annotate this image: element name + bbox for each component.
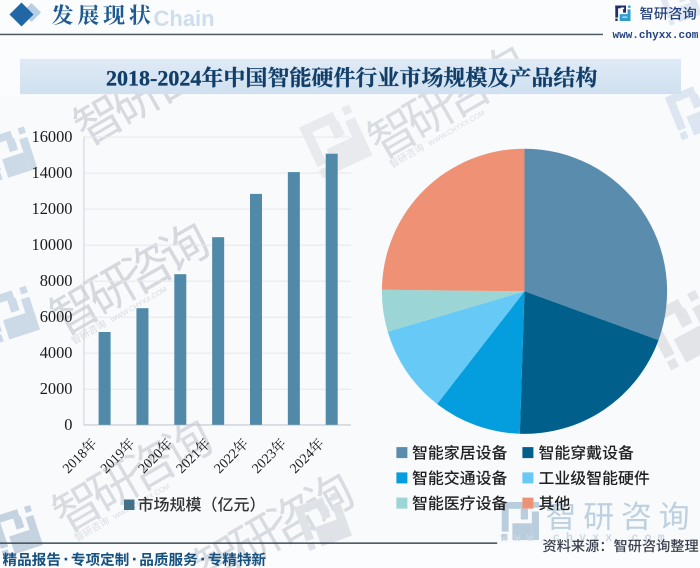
svg-text:0: 0 [64,415,72,434]
svg-text:2000: 2000 [40,379,73,398]
svg-text:12000: 12000 [32,199,73,218]
svg-text:2018-2024: 2018-2024 [106,65,201,90]
svg-text:10000: 10000 [32,235,73,254]
svg-text:www.chyxx.com: www.chyxx.com [613,30,699,42]
svg-text:14000: 14000 [32,163,73,182]
svg-text:Chain: Chain [154,6,215,31]
svg-text:6000: 6000 [40,307,73,326]
svg-text:16000: 16000 [32,127,73,146]
svg-text:www.chyxx.com: www.chyxx.com [501,532,671,545]
svg-text:8000: 8000 [40,271,73,290]
svg-text:4000: 4000 [40,343,73,362]
